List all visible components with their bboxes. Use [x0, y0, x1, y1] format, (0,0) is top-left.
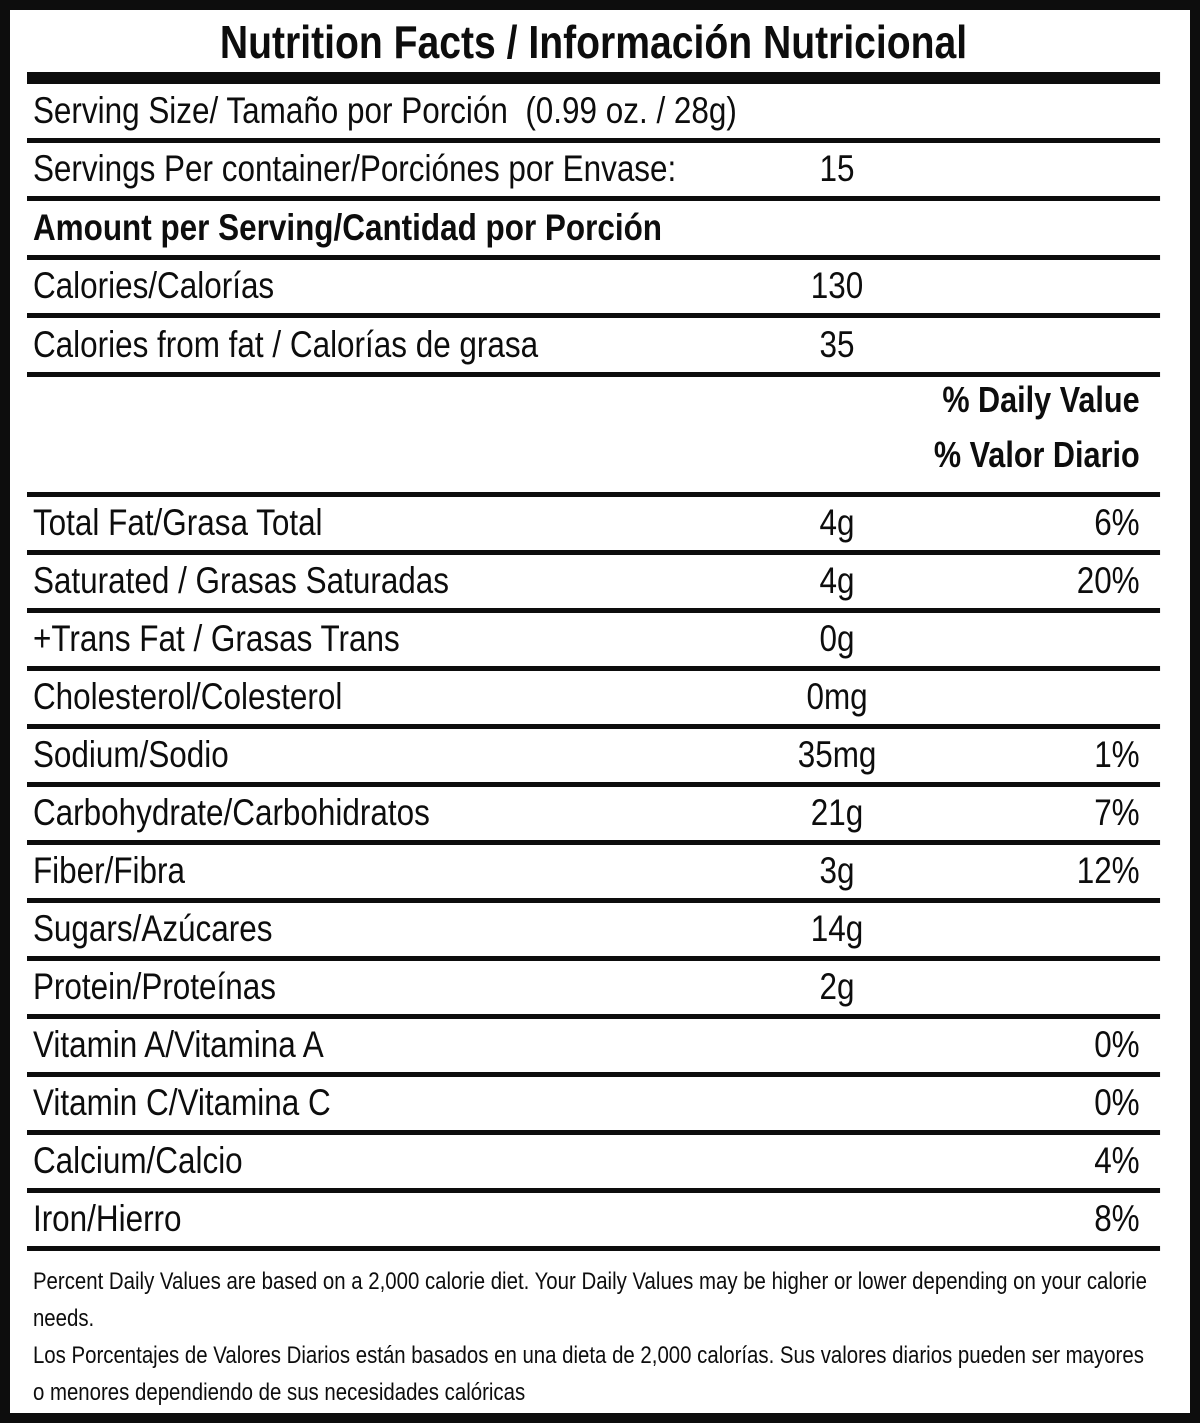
nutrient-label: Sodium/Sodio: [32, 733, 229, 775]
nutrient-dv: 0%: [1094, 1023, 1140, 1065]
label-condensed-block: Nutrition Facts / Información Nutriciona…: [27, 10, 1161, 1411]
nutrient-row-vitamin-a: Vitamin A/Vitamina A 0%: [27, 1019, 1161, 1077]
nutrient-amount: 14g: [810, 907, 864, 949]
calories-from-fat-row: Calories from fat / Calorías de grasa 35: [27, 318, 1161, 377]
nutrient-row-iron: Iron/Hierro 8%: [27, 1193, 1161, 1251]
nutrient-row-trans-fat: +Trans Fat / Grasas Trans 0g: [27, 613, 1161, 671]
nutrient-amount: 2g: [819, 965, 855, 1007]
servings-per-container-label: Servings Per container/Porciónes por Env…: [32, 148, 677, 189]
title-divider-bar: [27, 72, 1161, 84]
nutrient-amount: 0mg: [806, 675, 868, 717]
nutrient-dv: 8%: [1094, 1197, 1140, 1239]
serving-size-row: Serving Size/ Tamaño por Porción (0.99 o…: [27, 84, 1161, 143]
nutrient-amount: 35mg: [797, 733, 877, 775]
serving-size-label: Serving Size/ Tamaño por Porción (0.99 o…: [32, 89, 737, 131]
nutrient-amount: 4g: [819, 559, 855, 601]
daily-value-header-en: % Daily Value: [942, 378, 1140, 420]
calories-row: Calories/Calorías 130: [27, 260, 1161, 318]
nutrient-amount: 21g: [810, 791, 864, 833]
nutrient-label: Total Fat/Grasa Total: [32, 501, 323, 543]
amount-per-serving-header: Amount per Serving/Cantidad por Porción: [32, 206, 663, 248]
nutrient-label: Sugars/Azúcares: [32, 907, 273, 949]
nutrient-amount: 0g: [819, 617, 855, 659]
nutrient-label: Saturated / Grasas Saturadas: [32, 559, 450, 601]
footnote-english: Percent Daily Values are based on a 2,00…: [32, 1267, 1147, 1332]
nutrient-row-sodium: Sodium/Sodio 35mg 1%: [27, 729, 1161, 787]
nutrient-dv: 1%: [1094, 733, 1140, 775]
calories-from-fat-value: 35: [819, 323, 855, 365]
nutrient-label: Vitamin C/Vitamina C: [32, 1081, 331, 1123]
nutrient-label: Cholesterol/Colesterol: [32, 675, 343, 717]
nutrient-dv: 4%: [1094, 1139, 1140, 1181]
daily-value-header-block: % Daily Value % Valor Diario: [27, 377, 1161, 497]
nutrient-row-calcium: Calcium/Calcio 4%: [27, 1135, 1161, 1193]
footnote-spanish: Los Porcentajes de Valores Diarios están…: [32, 1341, 1144, 1406]
nutrient-dv: 20%: [1076, 559, 1140, 601]
label-title: Nutrition Facts / Información Nutriciona…: [219, 16, 968, 68]
nutrient-row-fiber: Fiber/Fibra 3g 12%: [27, 845, 1161, 903]
servings-per-container-row: Servings Per container/Porciónes por Env…: [27, 143, 1161, 201]
calories-label: Calories/Calorías: [32, 265, 275, 306]
nutrient-label: Carbohydrate/Carbohidratos: [32, 791, 430, 833]
nutrient-row-protein: Protein/Proteínas 2g: [27, 961, 1161, 1019]
nutrient-label: Fiber/Fibra: [32, 849, 186, 891]
amount-per-serving-header-row: Amount per Serving/Cantidad por Porción: [27, 201, 1161, 260]
nutrient-dv: 7%: [1094, 791, 1140, 833]
nutrient-row-saturated-fat: Saturated / Grasas Saturadas 4g 20%: [27, 555, 1161, 613]
nutrient-row-total-fat: Total Fat/Grasa Total 4g 6%: [27, 497, 1161, 555]
daily-values-footnote: Percent Daily Values are based on a 2,00…: [27, 1251, 1160, 1411]
label-content: Nutrition Facts / Información Nutriciona…: [27, 10, 1190, 1411]
nutrient-row-vitamin-c: Vitamin C/Vitamina C 0%: [27, 1077, 1161, 1135]
nutrient-label: Calcium/Calcio: [32, 1139, 243, 1181]
daily-value-header-es: % Valor Diario: [933, 433, 1140, 475]
nutrient-label: +Trans Fat / Grasas Trans: [32, 617, 400, 659]
calories-from-fat-label: Calories from fat / Calorías de grasa: [32, 323, 539, 365]
calories-value: 130: [810, 265, 864, 306]
nutrient-amount: 4g: [819, 501, 855, 543]
nutrient-dv: 6%: [1094, 501, 1140, 543]
servings-per-container-value: 15: [819, 148, 855, 189]
nutrient-label: Vitamin A/Vitamina A: [32, 1023, 324, 1065]
nutrient-amount: 3g: [819, 849, 855, 891]
nutrient-dv: 12%: [1076, 849, 1140, 891]
nutrient-label: Protein/Proteínas: [32, 965, 276, 1007]
nutrient-row-cholesterol: Cholesterol/Colesterol 0mg: [27, 671, 1161, 729]
nutrient-dv: 0%: [1094, 1081, 1140, 1123]
nutrient-row-carbohydrate: Carbohydrate/Carbohidratos 21g 7%: [27, 787, 1161, 845]
nutrient-label: Iron/Hierro: [32, 1197, 182, 1239]
nutrient-row-sugars: Sugars/Azúcares 14g: [27, 903, 1161, 961]
